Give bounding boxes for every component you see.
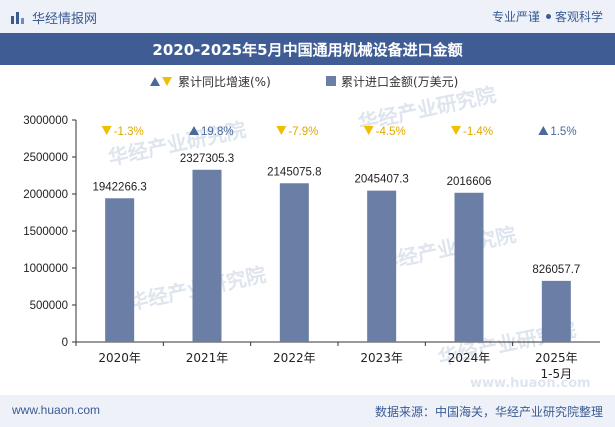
y-tick-label: 500000 bbox=[30, 300, 68, 312]
legend-growth-label: 累计同比增速(%) bbox=[178, 75, 271, 89]
slogan-left: 专业严谨 bbox=[491, 10, 540, 24]
y-tick-label: 2000000 bbox=[23, 189, 68, 201]
x-tick-label: 2025年 bbox=[535, 351, 578, 365]
bar-5 bbox=[541, 280, 571, 342]
growth-up-triangle-icon bbox=[538, 126, 549, 135]
bar-value-label: 2016606 bbox=[447, 176, 492, 188]
growth-value-label: -1.4% bbox=[463, 126, 493, 138]
x-tick-label: 2022年 bbox=[273, 351, 316, 365]
brand-name: 华经情报网 bbox=[32, 12, 98, 27]
chart-area: 华经产业研究院华经产业研究院华经产业研究院华经产业研究院华经产业研究院www.h… bbox=[23, 74, 600, 391]
bar-value-label: 2045407.3 bbox=[354, 174, 408, 186]
growth-value-label: 19.8% bbox=[201, 126, 234, 138]
legend-bar-swatch bbox=[326, 76, 336, 86]
bar-4 bbox=[454, 192, 484, 342]
growth-down-triangle-icon bbox=[276, 126, 287, 135]
bar-value-label: 2327305.3 bbox=[180, 153, 234, 165]
watermark-text: 华经产业研究院 bbox=[376, 222, 518, 275]
legend-amount-label: 累计进口金额(万美元) bbox=[341, 74, 458, 89]
footer-source: 数据来源：中国海关，华经产业研究院整理 bbox=[374, 405, 603, 419]
legend-up-triangle-icon bbox=[150, 77, 160, 86]
y-tick-label: 3000000 bbox=[23, 115, 68, 127]
legend-down-triangle-icon bbox=[162, 77, 172, 86]
slogan: 专业严谨 客观科学 bbox=[492, 8, 603, 25]
footer-bar: www.huaon.com 数据来源：中国海关，华经产业研究院整理 bbox=[0, 395, 615, 427]
footer-website: www.huaon.com bbox=[12, 403, 101, 417]
growth-down-triangle-icon bbox=[451, 126, 461, 135]
growth-value-label: -4.5% bbox=[376, 126, 406, 138]
bar-0 bbox=[105, 198, 135, 342]
x-tick-label: 2020年 bbox=[98, 351, 141, 365]
y-tick-label: 1000000 bbox=[23, 263, 68, 275]
growth-down-triangle-icon bbox=[101, 126, 112, 135]
bar-3 bbox=[367, 190, 397, 342]
watermark-url: www.huaon.com bbox=[470, 376, 591, 391]
bar-chart-logo-icon bbox=[11, 12, 24, 24]
slogan-right: 客观科学 bbox=[554, 10, 603, 24]
x-tick-label: 1-5月 bbox=[541, 367, 573, 381]
x-tick-label: 2023年 bbox=[360, 351, 403, 365]
y-tick-label: 2500000 bbox=[23, 152, 68, 164]
x-tick-label: 2021年 bbox=[186, 351, 229, 365]
bar-value-label: 826057.7 bbox=[532, 264, 580, 276]
growth-down-triangle-icon bbox=[363, 126, 374, 135]
separator-dot-icon bbox=[545, 14, 551, 19]
top-bar: 华经情报网 专业严谨 客观科学 bbox=[0, 0, 615, 33]
bar-value-label: 2145075.8 bbox=[267, 166, 321, 178]
y-tick-label: 0 bbox=[62, 337, 68, 349]
title-bar: 2020-2025年5月中国通用机械设备进口金额 bbox=[0, 33, 615, 65]
bar-2 bbox=[279, 183, 309, 342]
growth-up-triangle-icon bbox=[189, 126, 199, 135]
x-tick-label: 2024年 bbox=[448, 351, 491, 365]
y-tick-label: 1500000 bbox=[23, 226, 68, 238]
bar-1 bbox=[192, 169, 222, 342]
growth-value-label: 1.5% bbox=[550, 126, 576, 138]
growth-value-label: -1.3% bbox=[114, 126, 144, 138]
bar-value-label: 1942266.3 bbox=[92, 181, 146, 193]
chart-title: 2020-2025年5月中国通用机械设备进口金额 bbox=[152, 41, 463, 59]
growth-value-label: -7.9% bbox=[288, 126, 318, 138]
